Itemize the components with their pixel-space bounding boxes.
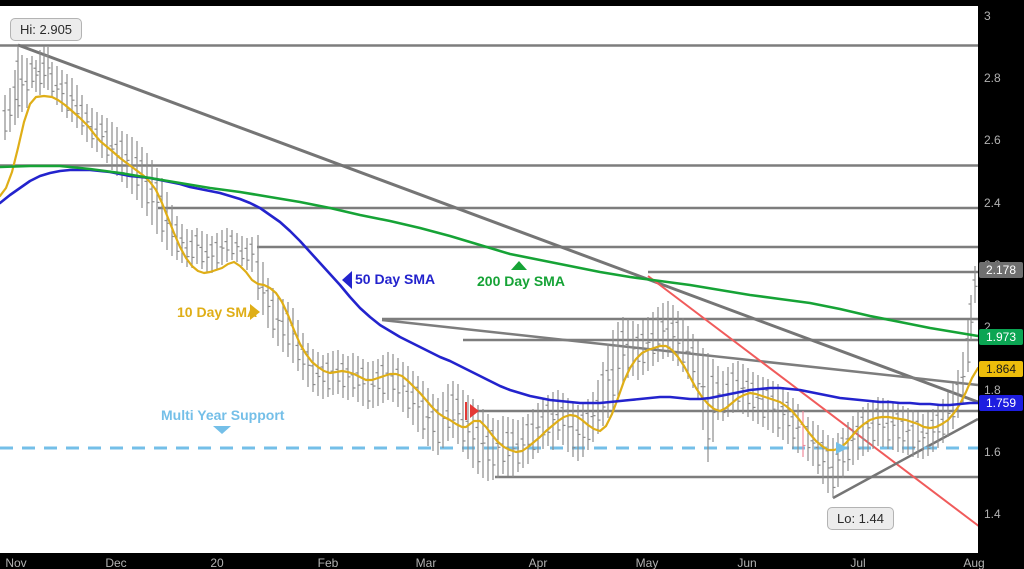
price-tick: 2.4 — [984, 196, 1001, 210]
sma50-left-arrow[interactable] — [342, 271, 352, 289]
month-label: 20 — [210, 556, 224, 569]
month-label: Jul — [850, 556, 866, 569]
sma10-curve[interactable] — [0, 94, 980, 454]
month-label: May — [635, 556, 659, 569]
low-callout[interactable]: Lo: 1.44 — [827, 507, 894, 530]
price-tick: 1.6 — [984, 445, 1001, 459]
month-label: Nov — [5, 556, 27, 569]
month-label: Dec — [105, 556, 127, 569]
price-axis[interactable] — [978, 0, 1024, 569]
month-label: Jun — [737, 556, 757, 569]
uptrend-from-low[interactable] — [832, 417, 979, 500]
price-tick: 2.6 — [984, 133, 1001, 147]
chart-surface[interactable] — [0, 6, 978, 553]
red-downtrend[interactable] — [647, 275, 981, 528]
high-callout[interactable]: Hi: 2.905 — [10, 18, 83, 41]
horizontal-level-lines[interactable] — [0, 44, 978, 479]
major-downtrend[interactable] — [17, 43, 979, 404]
sma200-line[interactable] — [0, 164, 980, 338]
sma200-curve[interactable] — [0, 164, 980, 338]
sma10-right-arrow[interactable] — [250, 304, 260, 320]
price-badge: 2.178 — [979, 262, 1023, 278]
sma200-up-arrow[interactable] — [511, 261, 527, 270]
sma200-label[interactable]: 200 Day SMA — [477, 273, 565, 289]
price-tick: 2.8 — [984, 71, 1001, 85]
alert-right-arrow[interactable] — [470, 404, 479, 418]
month-label: Apr — [528, 556, 548, 569]
sma10-label[interactable]: 10 Day SMA — [177, 304, 258, 320]
minor-downtrend[interactable] — [381, 318, 979, 387]
support-right-arrow[interactable] — [836, 442, 848, 454]
price-badge: 1.759 — [979, 395, 1023, 411]
price-tick: 2 — [984, 320, 991, 334]
time-axis[interactable] — [0, 553, 1024, 569]
price-tick: 3 — [984, 9, 991, 23]
price-tick: 1.4 — [984, 507, 1001, 521]
month-label: Feb — [317, 556, 339, 569]
trendlines[interactable] — [17, 43, 981, 528]
sma50-label[interactable]: 50 Day SMA — [355, 271, 436, 287]
month-label: Aug — [963, 556, 985, 569]
price-tick: 1.8 — [984, 383, 1001, 397]
support-down-arrow[interactable] — [213, 426, 231, 434]
sma10-line[interactable] — [0, 94, 980, 454]
price-badge: 1.973 — [979, 329, 1023, 345]
price-badge: 1.864 — [979, 361, 1023, 377]
support-label[interactable]: Multi Year Support — [161, 407, 285, 423]
annotation-markers[interactable] — [213, 261, 848, 454]
month-label: Mar — [415, 556, 437, 569]
